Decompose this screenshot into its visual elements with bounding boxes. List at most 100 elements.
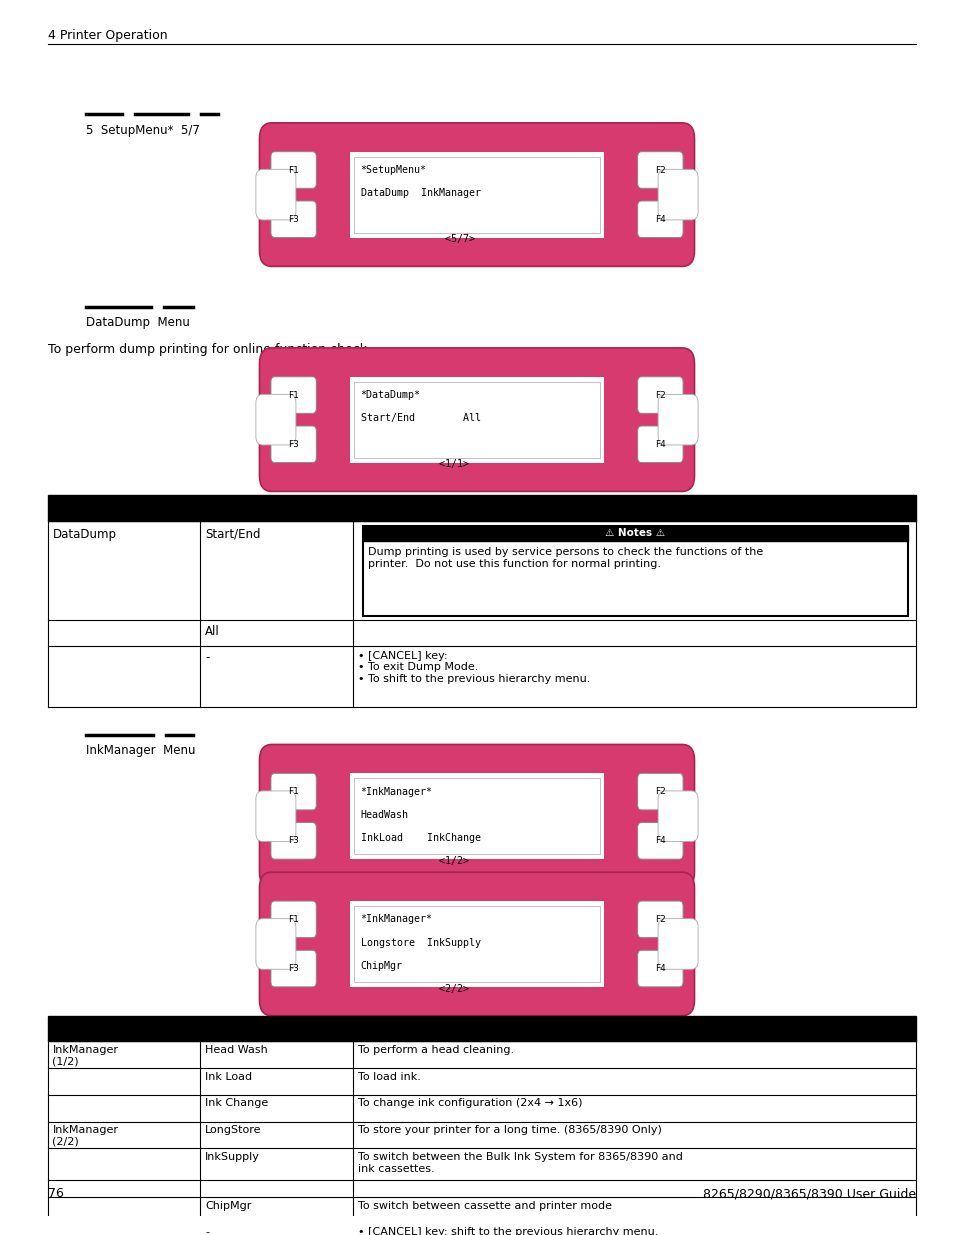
Text: 5  SetupMenu*  5/7: 5 SetupMenu* 5/7 [86,124,199,137]
FancyBboxPatch shape [350,773,603,860]
FancyBboxPatch shape [259,745,694,888]
FancyBboxPatch shape [658,919,698,969]
Text: InkLoad    InkChange: InkLoad InkChange [360,832,480,844]
Text: <1/1>: <1/1> [360,459,468,469]
FancyBboxPatch shape [255,790,295,841]
Text: To change ink configuration (2x4 → 1x6): To change ink configuration (2x4 → 1x6) [357,1098,581,1109]
FancyBboxPatch shape [271,377,316,414]
FancyBboxPatch shape [255,169,295,220]
FancyBboxPatch shape [271,152,316,188]
FancyBboxPatch shape [350,152,603,237]
Bar [48,495,915,521]
FancyBboxPatch shape [637,377,682,414]
FancyBboxPatch shape [350,377,603,463]
Text: Ink Load: Ink Load [205,1072,252,1082]
Text: F3: F3 [288,965,298,973]
Text: Start/End        All: Start/End All [360,414,480,424]
Bar [362,526,907,615]
Text: DataDump  InkManager: DataDump InkManager [360,188,480,198]
FancyBboxPatch shape [271,426,316,463]
FancyBboxPatch shape [658,394,698,445]
Text: <1/2>: <1/2> [360,856,468,866]
Text: -: - [205,651,210,663]
Text: Head Wash: Head Wash [205,1045,268,1055]
FancyBboxPatch shape [271,950,316,987]
FancyBboxPatch shape [637,773,682,810]
Text: Dump printing is used by service persons to check the functions of the
printer. : Dump printing is used by service persons… [368,547,762,569]
FancyBboxPatch shape [637,823,682,860]
Text: InkManager
(1/2): InkManager (1/2) [52,1045,118,1067]
Text: To store your printer for a long time. (8365/8390 Only): To store your printer for a long time. (… [357,1125,661,1135]
FancyBboxPatch shape [354,157,599,232]
Text: F4: F4 [655,965,665,973]
FancyBboxPatch shape [637,152,682,188]
Text: F2: F2 [655,390,665,400]
FancyBboxPatch shape [637,426,682,463]
Text: 4 Printer Operation: 4 Printer Operation [48,30,167,42]
Text: 8265/8290/8365/8390 User Guide: 8265/8290/8365/8390 User Guide [702,1187,915,1200]
Text: <2/2>: <2/2> [360,984,468,994]
Text: InkManager
(2/2): InkManager (2/2) [52,1125,118,1147]
Text: ⚠ Notes ⚠: ⚠ Notes ⚠ [605,529,664,538]
FancyBboxPatch shape [259,122,694,267]
Text: *InkManager*: *InkManager* [360,914,432,925]
Text: F1: F1 [288,390,298,400]
Text: F1: F1 [288,915,298,924]
Text: Start/End: Start/End [205,527,260,541]
FancyBboxPatch shape [637,201,682,237]
FancyBboxPatch shape [354,382,599,458]
Text: F3: F3 [288,836,298,845]
Text: HeadWash: HeadWash [360,810,408,820]
FancyBboxPatch shape [637,902,682,937]
Text: All: All [205,625,219,638]
Text: • [CANCEL] key: shift to the previous hierarchy menu.: • [CANCEL] key: shift to the previous hi… [357,1228,658,1235]
Text: *DataDump*: *DataDump* [360,390,420,400]
Text: To perform a head cleaning.: To perform a head cleaning. [357,1045,514,1055]
Bar [48,1015,915,1041]
Text: DataDump: DataDump [52,527,116,541]
Text: F3: F3 [288,215,298,224]
FancyBboxPatch shape [271,902,316,937]
FancyBboxPatch shape [255,394,295,445]
Text: Ink Change: Ink Change [205,1098,268,1109]
Text: *InkManager*: *InkManager* [360,787,432,797]
Text: F4: F4 [655,215,665,224]
Text: • [CANCEL] key:
• To exit Dump Mode.
• To shift to the previous hierarchy menu.: • [CANCEL] key: • To exit Dump Mode. • T… [357,651,590,684]
Text: F2: F2 [655,787,665,797]
FancyBboxPatch shape [637,950,682,987]
Text: To load ink.: To load ink. [357,1072,420,1082]
Text: InkSupply: InkSupply [205,1152,260,1162]
Text: F1: F1 [288,787,298,797]
Text: InkManager  Menu: InkManager Menu [86,745,195,757]
FancyBboxPatch shape [259,348,694,492]
Text: DataDump  Menu: DataDump Menu [86,316,190,330]
Text: Longstore  InkSupply: Longstore InkSupply [360,937,480,947]
Bar [362,526,907,541]
Text: -: - [205,1228,209,1235]
FancyBboxPatch shape [271,773,316,810]
Text: LongStore: LongStore [205,1125,261,1135]
Text: ChipMgr: ChipMgr [205,1200,252,1210]
Text: 76: 76 [48,1187,64,1200]
Text: F4: F4 [655,836,665,845]
Text: ChipMgr: ChipMgr [360,961,402,971]
FancyBboxPatch shape [658,790,698,841]
Text: To switch between cassette and printer mode: To switch between cassette and printer m… [357,1200,611,1210]
FancyBboxPatch shape [271,823,316,860]
FancyBboxPatch shape [350,902,603,987]
Text: F2: F2 [655,915,665,924]
FancyBboxPatch shape [658,169,698,220]
FancyBboxPatch shape [354,906,599,982]
Text: F2: F2 [655,165,665,174]
Text: F1: F1 [288,165,298,174]
Text: <5/7>: <5/7> [360,235,474,245]
Text: F4: F4 [655,440,665,448]
Text: F3: F3 [288,440,298,448]
FancyBboxPatch shape [255,919,295,969]
Text: *SetupMenu*: *SetupMenu* [360,165,426,175]
FancyBboxPatch shape [354,778,599,855]
Text: To switch between the Bulk Ink System for 8365/8390 and
ink cassettes.: To switch between the Bulk Ink System fo… [357,1152,682,1173]
Text: To perform dump printing for online function check.: To perform dump printing for online func… [48,343,371,356]
FancyBboxPatch shape [271,201,316,237]
FancyBboxPatch shape [259,872,694,1015]
